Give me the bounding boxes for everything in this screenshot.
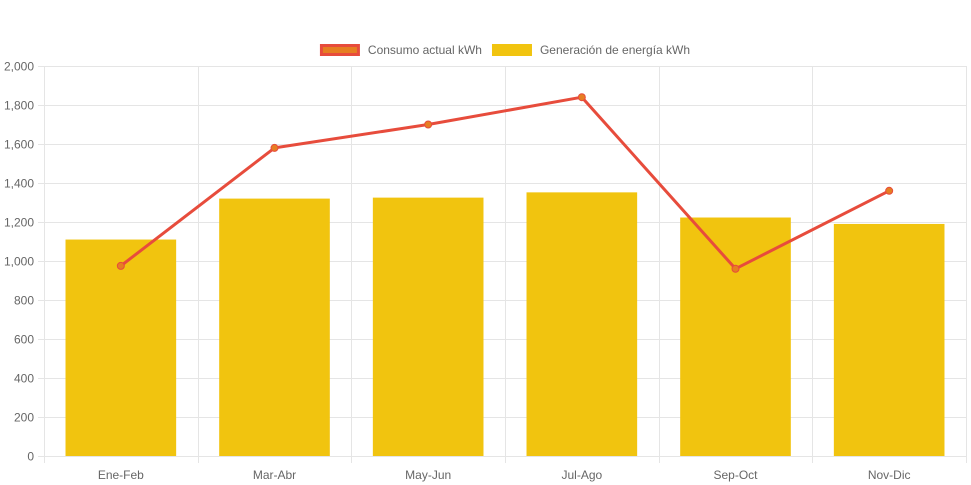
bar-generacion[interactable] — [372, 197, 484, 456]
x-tick-label: Nov-Dic — [868, 468, 911, 482]
point-consumo[interactable] — [731, 264, 740, 273]
x-tick-label: Sep-Oct — [713, 468, 758, 482]
legend-label: Generación de energía kWh — [540, 43, 690, 57]
point-consumo[interactable] — [270, 143, 279, 152]
point-consumo[interactable] — [885, 186, 894, 195]
bar-generacion[interactable] — [680, 217, 791, 456]
y-tick-label: 0 — [27, 450, 34, 464]
x-tick-label: Ene-Feb — [98, 468, 144, 482]
axis-layer: 0 200 400 600 800 1,000 1,200 1,400 1,600 1,800 2,… — [4, 60, 911, 483]
y-tick-label: 1,400 — [4, 177, 34, 191]
y-tick-label: 800 — [14, 294, 34, 308]
legend-item[interactable]: Generación de energía kWh — [491, 43, 690, 57]
y-tick-label: 400 — [14, 372, 34, 386]
y-tick-label: 2,000 — [4, 60, 34, 74]
y-tick-label: 1,800 — [4, 99, 34, 113]
line-layer — [116, 93, 894, 273]
y-tick-label: 200 — [14, 411, 34, 425]
point-consumo[interactable] — [424, 120, 433, 129]
point-consumo[interactable] — [577, 93, 586, 102]
x-tick-label: May-Jun — [405, 468, 451, 482]
y-tick-label: 1,600 — [4, 138, 34, 152]
bar-layer — [65, 192, 945, 457]
bar-generacion[interactable] — [526, 192, 638, 457]
line-consumo — [119, 95, 890, 271]
legend-swatch — [491, 44, 532, 56]
bar-generacion[interactable] — [833, 223, 945, 456]
y-tick-label: 1,000 — [4, 255, 34, 269]
y-tick-label: 1,200 — [4, 216, 34, 230]
legend-label: Consumo actual kWh — [368, 43, 482, 57]
bar-generacion[interactable] — [219, 198, 330, 456]
y-tick-label: 600 — [14, 333, 34, 347]
bar-generacion[interactable] — [65, 239, 177, 456]
grid-layer — [38, 66, 967, 463]
legend-swatch — [319, 44, 360, 56]
x-tick-label: Jul-Ago — [561, 468, 602, 482]
x-tick-label: Mar-Abr — [253, 468, 296, 482]
legend: Consumo actual kWh Generación de energía … — [319, 43, 690, 57]
point-consumo[interactable] — [116, 261, 125, 270]
legend-item[interactable]: Consumo actual kWh — [319, 43, 482, 57]
